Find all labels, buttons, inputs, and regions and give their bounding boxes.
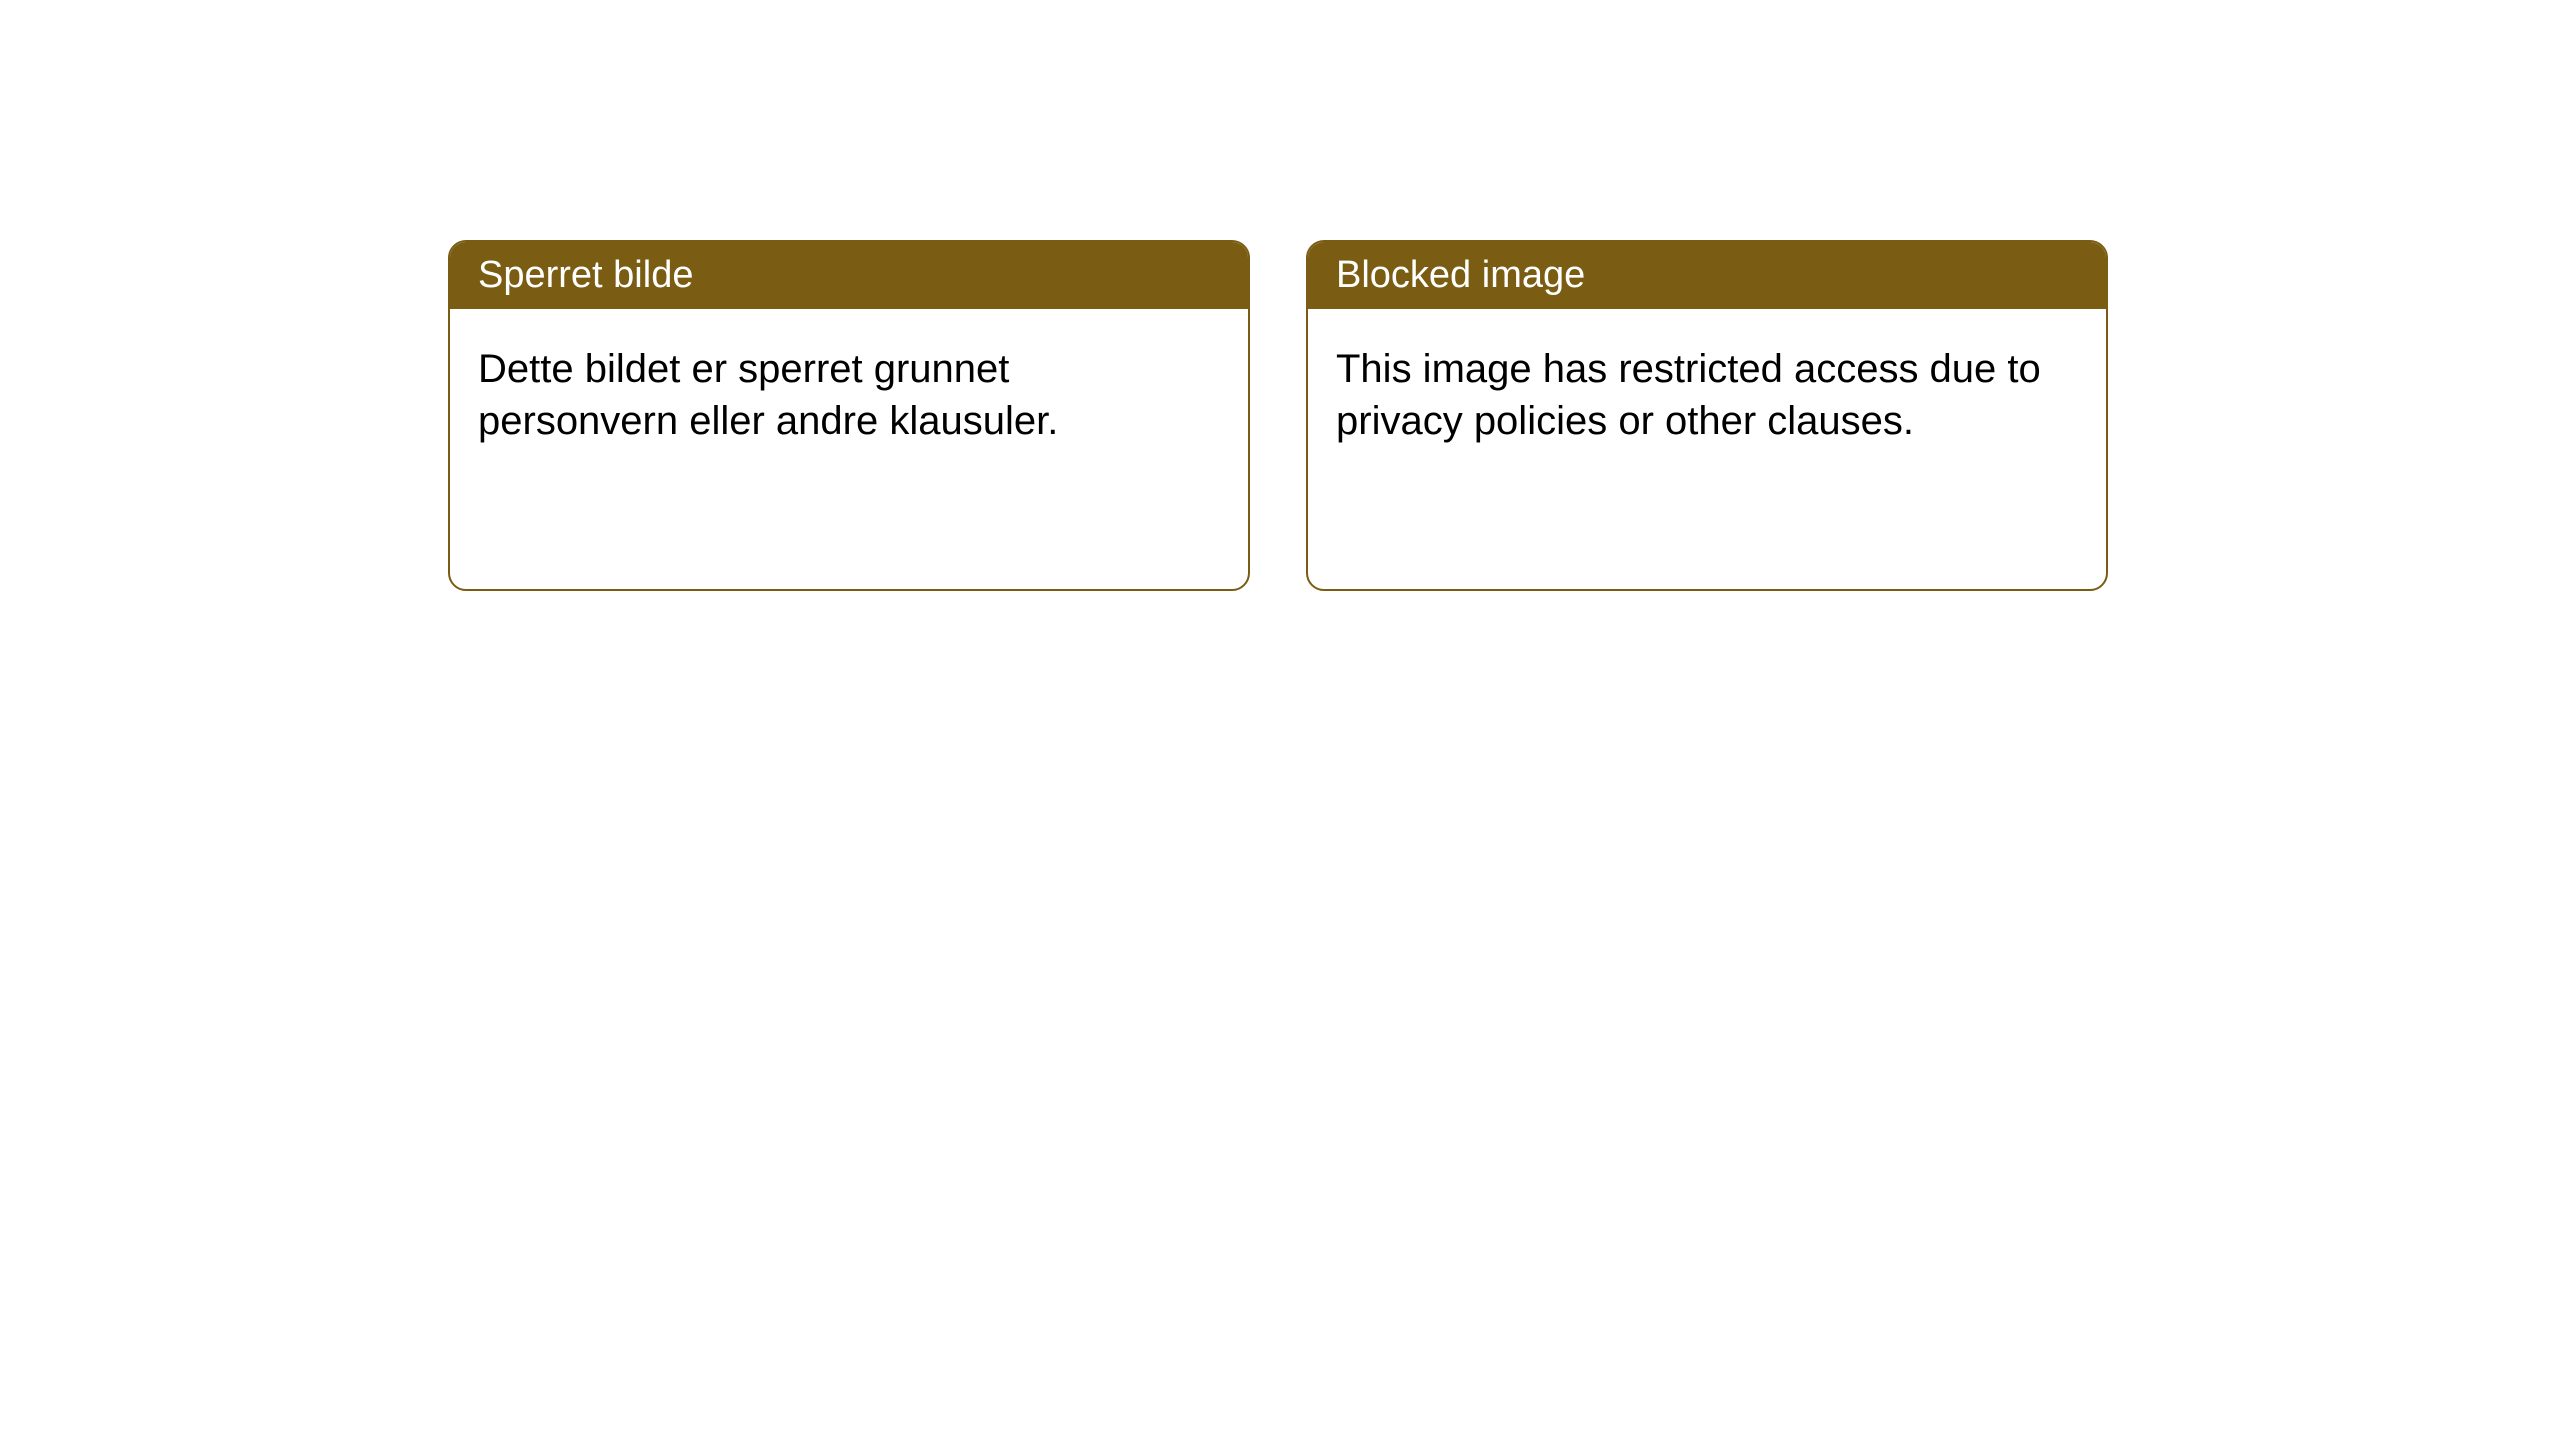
notice-container: Sperret bilde Dette bildet er sperret gr…: [0, 0, 2560, 591]
notice-card-english: Blocked image This image has restricted …: [1306, 240, 2108, 591]
notice-message: This image has restricted access due to …: [1308, 309, 2106, 589]
notice-message: Dette bildet er sperret grunnet personve…: [450, 309, 1248, 589]
notice-title: Blocked image: [1308, 242, 2106, 309]
notice-title: Sperret bilde: [450, 242, 1248, 309]
notice-card-norwegian: Sperret bilde Dette bildet er sperret gr…: [448, 240, 1250, 591]
